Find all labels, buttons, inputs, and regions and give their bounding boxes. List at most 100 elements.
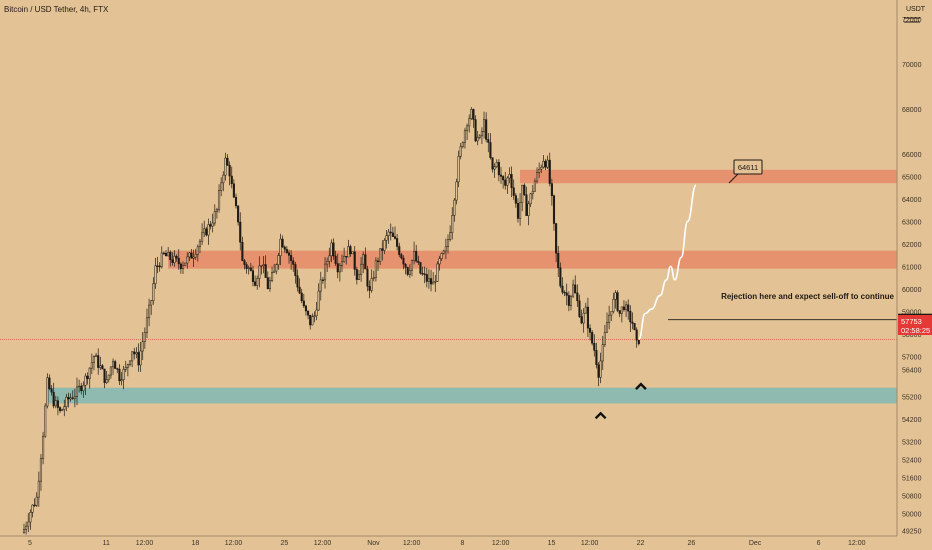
candle-down — [514, 195, 517, 204]
candle-up — [480, 131, 483, 137]
price-tick-label: 56400 — [902, 368, 922, 375]
candle-up — [84, 375, 87, 386]
candle-up — [111, 361, 115, 368]
candle-down — [629, 310, 632, 323]
candle-up — [247, 267, 250, 269]
candle-up — [143, 332, 146, 342]
candle-down — [243, 260, 246, 265]
higher-low-marker-2 — [635, 382, 647, 390]
candle-down — [574, 284, 577, 294]
candle-up — [610, 311, 613, 316]
time-tick-label: 8 — [461, 540, 465, 547]
time-tick-label: 12:00 — [492, 540, 510, 547]
price-axis[interactable]: 72000 70000 68000 66000 65000 64000 63000 62000… — [902, 17, 922, 535]
candle-up — [360, 263, 363, 275]
price-tick-label: 72000 — [902, 17, 922, 24]
candle-up — [572, 284, 575, 297]
candle-down — [499, 174, 503, 177]
candle-down — [597, 364, 600, 378]
price-tick-label: 68000 — [902, 107, 922, 114]
candle-down — [234, 196, 238, 207]
candle-up — [584, 306, 587, 314]
candle-up — [410, 260, 414, 271]
price-tick-label: 63000 — [902, 219, 922, 226]
candle-up — [262, 264, 265, 266]
candle-down — [71, 397, 74, 399]
candle-down — [287, 252, 291, 256]
candle-down — [510, 174, 513, 189]
candle-up — [601, 344, 604, 362]
candle-up — [506, 177, 509, 186]
candle-down — [164, 252, 168, 257]
candle-down — [398, 246, 401, 255]
candle-down — [205, 228, 208, 236]
price-tick-label: 53200 — [902, 440, 922, 447]
candle-down — [406, 267, 409, 275]
candle-down — [309, 314, 312, 326]
candle-up — [343, 256, 346, 263]
candle-down — [396, 238, 399, 247]
price-tick-label: 61000 — [902, 264, 922, 271]
candle-up — [434, 281, 437, 283]
candle-down — [525, 194, 528, 216]
candle-down — [472, 109, 475, 120]
candle-down — [376, 260, 380, 262]
price-tick-label: 49250 — [902, 528, 922, 535]
candle-up — [546, 159, 549, 168]
candle-up — [605, 322, 609, 333]
candle-up — [455, 181, 458, 201]
candle-down — [80, 385, 83, 392]
candle-up — [105, 379, 108, 383]
candle-down — [118, 368, 121, 382]
candle-down — [578, 300, 581, 317]
candle-up — [495, 161, 498, 167]
candle-up — [311, 316, 314, 326]
candle-up — [451, 215, 454, 233]
candle-up — [135, 352, 138, 355]
candle-down — [237, 205, 240, 223]
candle-up — [436, 263, 439, 282]
hamburger-menu-icon[interactable] — [904, 17, 920, 23]
candle-down — [404, 263, 407, 268]
candle-down — [302, 300, 305, 307]
time-tick-label: 12:00 — [136, 540, 154, 547]
candle-up — [338, 265, 341, 273]
candle-up — [408, 269, 411, 275]
candle-up — [459, 146, 462, 157]
candle-up — [438, 258, 441, 265]
candle-up — [470, 109, 473, 119]
candle-up — [527, 203, 530, 216]
candle-up — [22, 529, 26, 533]
candle-down — [179, 263, 182, 270]
horizontal-levels — [0, 319, 897, 340]
candle-down — [251, 270, 255, 282]
candle-down — [190, 252, 193, 259]
candle-down — [254, 281, 257, 286]
candle-up — [313, 315, 316, 317]
candle-up — [374, 260, 377, 278]
candle-up — [37, 480, 40, 498]
candle-down — [349, 246, 352, 255]
price-tick-label: 54200 — [902, 417, 922, 424]
candle-down — [635, 329, 638, 341]
candle-down — [423, 273, 426, 275]
candle-down — [516, 202, 520, 219]
candle-up — [152, 283, 155, 302]
candle-up — [476, 137, 479, 142]
candle-up — [268, 280, 271, 289]
candle-up — [141, 341, 144, 352]
candle-down — [565, 292, 568, 296]
candle-down — [114, 361, 117, 369]
candle-down — [101, 365, 104, 370]
time-axis[interactable]: 5 11 12:00 18 12:00 25 12:00 Nov 12:00 8 12:00 15 12… — [28, 540, 866, 547]
candle-down — [48, 377, 51, 389]
candle-down — [332, 242, 335, 257]
candle-up — [75, 386, 79, 397]
candle-down — [249, 267, 252, 271]
candle-up — [29, 512, 32, 523]
candle-down — [292, 260, 295, 265]
candle-up — [201, 232, 204, 242]
price-tick-label: 55200 — [902, 395, 922, 402]
candle-down — [421, 273, 424, 275]
